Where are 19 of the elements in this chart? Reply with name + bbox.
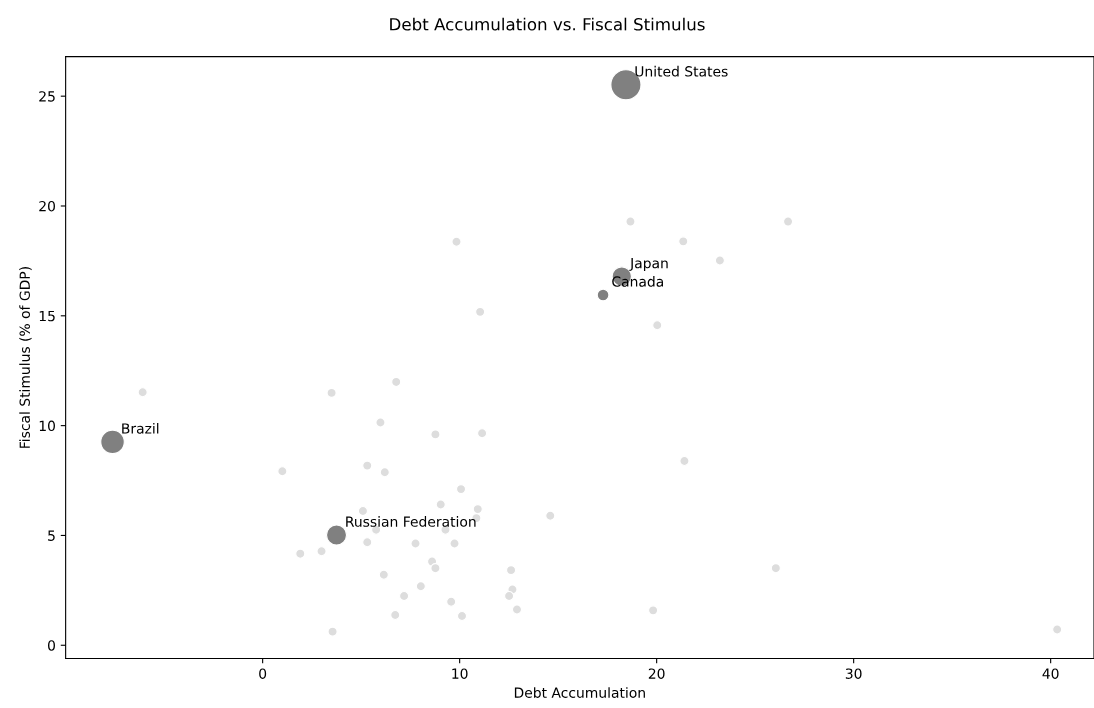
x-tick-label: 40 xyxy=(1042,668,1059,679)
annotation: Japan xyxy=(629,258,668,272)
x-tick-label: 30 xyxy=(845,668,862,679)
y-tick-label: 25 xyxy=(39,91,55,102)
x-axis-title: Debt Accumulation xyxy=(514,687,645,698)
x-tick-label: 0 xyxy=(259,668,267,679)
annotation: Russian Federation xyxy=(346,516,476,527)
y-tick-label: 15 xyxy=(39,310,55,322)
y-tick-label: 5 xyxy=(48,530,55,541)
y-tick-label: 10 xyxy=(39,420,55,432)
y-axis-title: Fiscal Stimulus (% of GDP) xyxy=(19,267,32,448)
x-tick-label: 10 xyxy=(452,668,468,679)
y-tick-label: 0 xyxy=(48,640,55,651)
chart-title: Debt Accumulation vs. Fiscal Stimulus xyxy=(390,17,705,31)
y-tick-label: 20 xyxy=(39,200,55,212)
annotation: Brazil xyxy=(122,422,159,434)
annotation: Canada xyxy=(612,276,663,287)
x-tick-label: 20 xyxy=(648,668,665,679)
annotation: United States xyxy=(635,65,728,77)
